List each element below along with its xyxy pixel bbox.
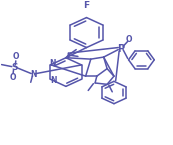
Text: F: F bbox=[83, 1, 90, 10]
Text: O: O bbox=[13, 52, 19, 61]
Text: N: N bbox=[30, 70, 37, 79]
Text: O: O bbox=[126, 35, 132, 44]
Text: N: N bbox=[50, 76, 56, 85]
Text: O: O bbox=[10, 73, 16, 82]
Text: P: P bbox=[117, 44, 124, 54]
Text: S: S bbox=[11, 63, 18, 72]
Text: N: N bbox=[49, 59, 56, 68]
